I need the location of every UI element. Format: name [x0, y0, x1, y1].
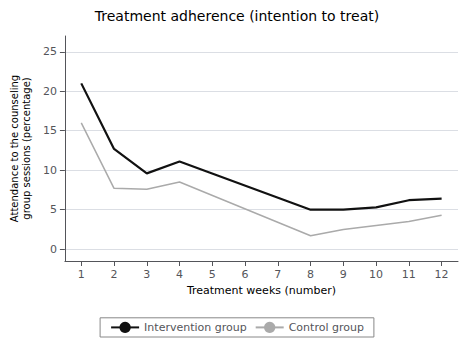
svg-text:20: 20	[43, 85, 57, 98]
svg-text:10: 10	[43, 164, 57, 177]
svg-text:Treatment weeks (number): Treatment weeks (number)	[186, 284, 336, 297]
svg-text:8: 8	[307, 268, 314, 281]
svg-text:10: 10	[369, 268, 383, 281]
svg-text:7: 7	[274, 268, 281, 281]
svg-text:0: 0	[50, 243, 57, 256]
svg-text:3: 3	[143, 268, 150, 281]
svg-text:5: 5	[50, 203, 57, 216]
svg-text:6: 6	[242, 268, 249, 281]
svg-text:5: 5	[209, 268, 216, 281]
svg-text:Control group: Control group	[289, 321, 364, 334]
svg-text:9: 9	[340, 268, 347, 281]
svg-text:Treatment adherence (intention: Treatment adherence (intention to treat)	[94, 8, 379, 24]
svg-text:1: 1	[78, 268, 85, 281]
svg-text:2: 2	[111, 268, 118, 281]
svg-text:12: 12	[435, 268, 449, 281]
svg-text:25: 25	[43, 45, 57, 58]
svg-text:group sessions (percentage): group sessions (percentage)	[21, 77, 32, 219]
svg-text:11: 11	[402, 268, 416, 281]
svg-text:4: 4	[176, 268, 183, 281]
svg-text:15: 15	[43, 124, 57, 137]
svg-text:Intervention group: Intervention group	[144, 321, 247, 334]
svg-text:Attendance to the counseling: Attendance to the counseling	[9, 75, 20, 222]
